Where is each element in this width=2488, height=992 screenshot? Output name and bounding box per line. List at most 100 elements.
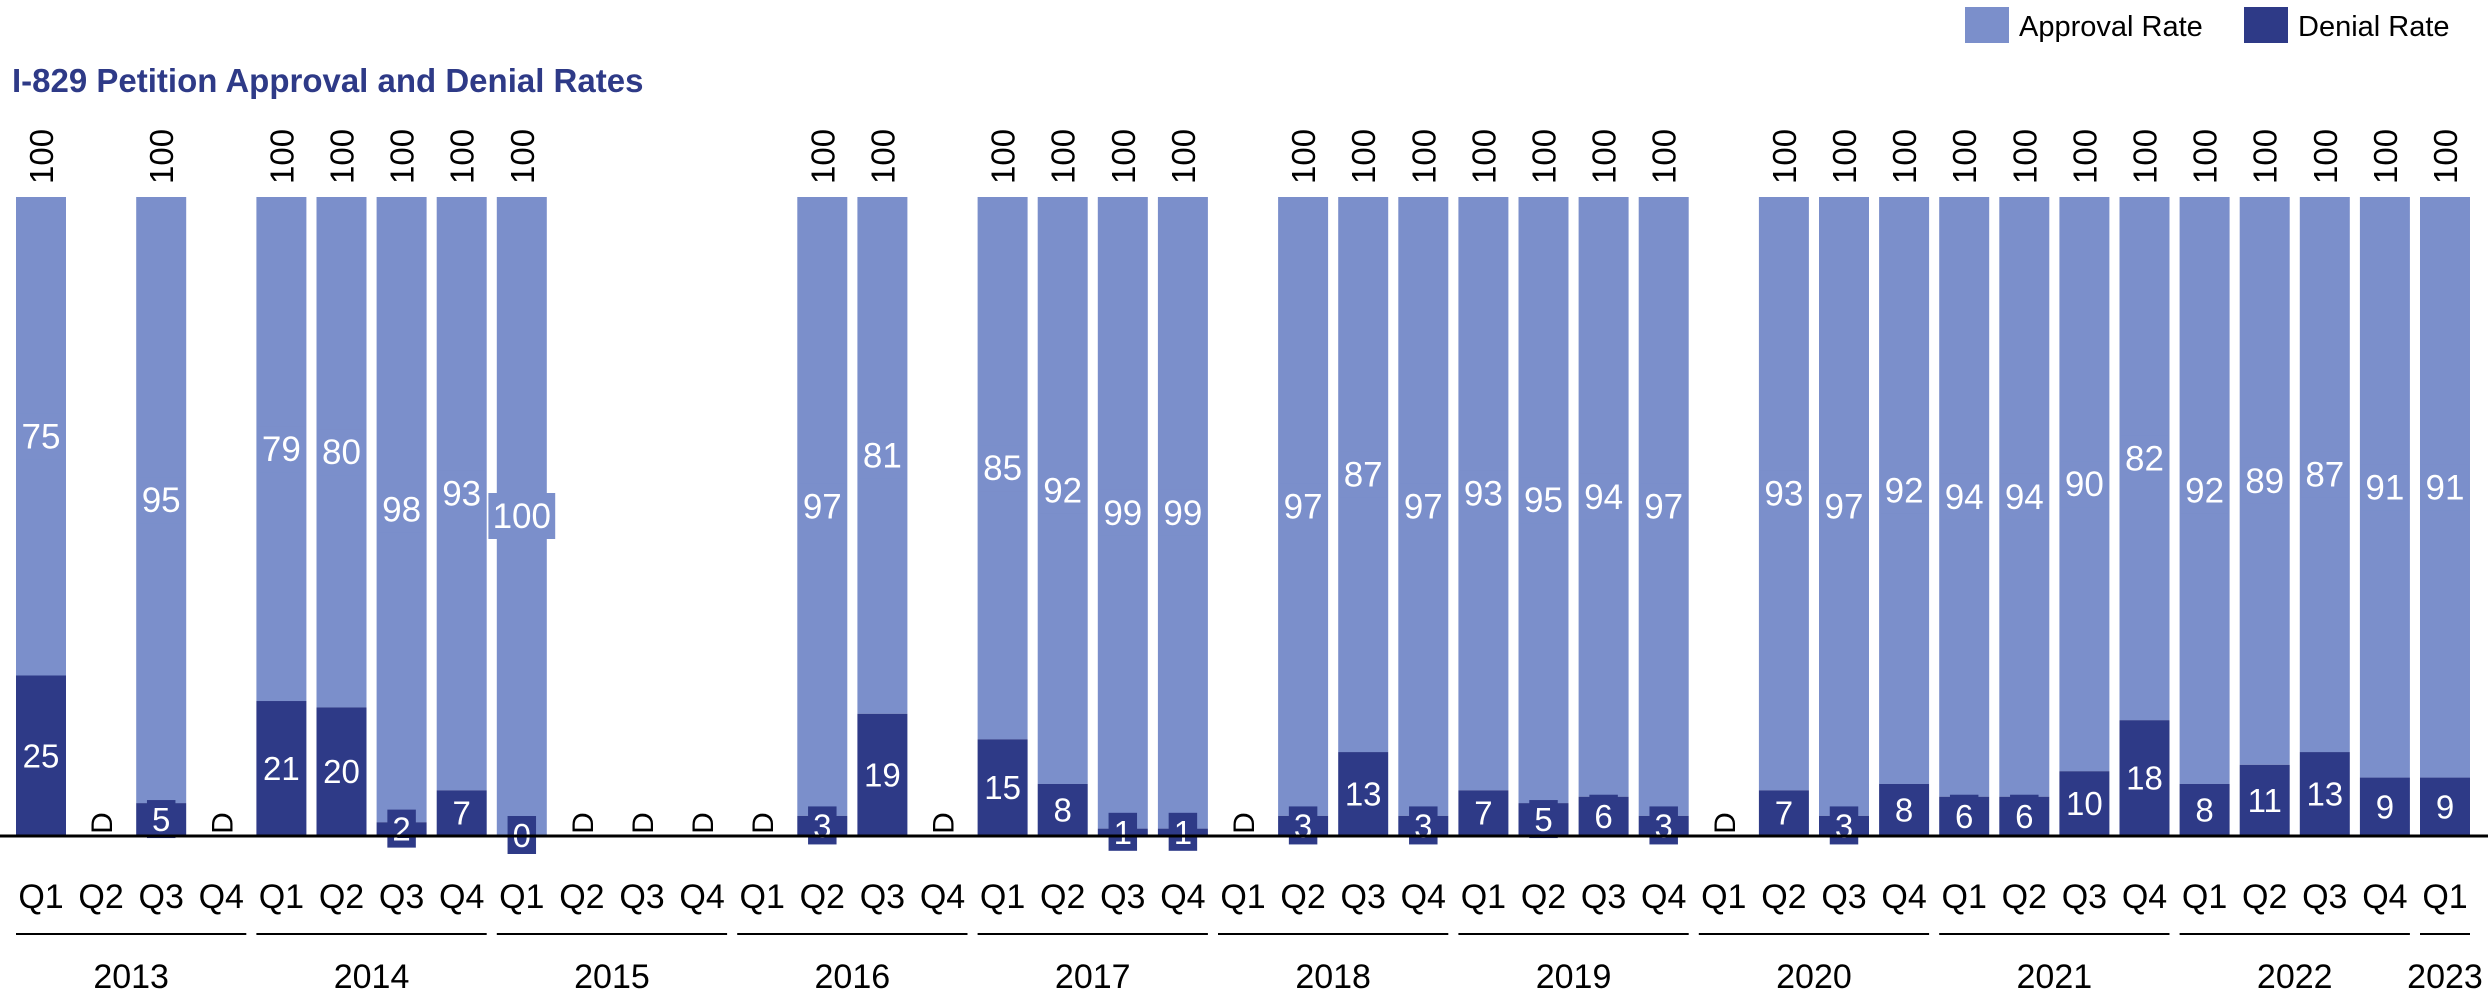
total-label: 100 <box>143 129 180 184</box>
bar-denial <box>2179 783 2230 835</box>
approval-value-label: 81 <box>863 436 902 475</box>
bar-denial <box>2299 752 2350 835</box>
approval-label-box <box>1459 470 1507 517</box>
bar-denial <box>436 790 487 835</box>
total-label: 100 <box>2427 129 2464 184</box>
bar-denial <box>316 707 367 835</box>
approval-label-box <box>1039 467 1087 514</box>
denial-value-label: 6 <box>2015 798 2033 835</box>
total-label: 100 <box>1886 129 1923 184</box>
denial-value-label: 8 <box>1895 791 1913 828</box>
bar-denial <box>977 739 1028 835</box>
denial-label-box <box>146 800 176 839</box>
approval-label-box <box>979 445 1027 492</box>
quarter-tick-label: Q4 <box>1401 878 1446 916</box>
total-label: 100 <box>804 129 841 184</box>
denial-label-box <box>1829 806 1859 845</box>
denial-label-box <box>2010 794 2039 837</box>
total-label: 100 <box>2187 129 2224 184</box>
quarter-tick-label: Q2 <box>78 878 123 916</box>
year-tick-label: 2013 <box>93 958 169 992</box>
quarter-tick-label: Q1 <box>1220 878 1265 916</box>
approval-label-box <box>1339 451 1387 498</box>
approval-label-box <box>2421 464 2469 511</box>
approval-label-box <box>2301 451 2349 498</box>
denial-value-label: 3 <box>813 807 831 844</box>
denial-value-label: 13 <box>2306 776 2343 813</box>
approval-value-label: 92 <box>1885 471 1924 510</box>
quarter-tick-label: Q1 <box>1461 878 1506 916</box>
total-label: 100 <box>1105 129 1142 184</box>
bar-denial <box>256 701 307 835</box>
approval-label-box <box>2241 457 2289 504</box>
total-label: 100 <box>263 129 300 184</box>
denial-label-box <box>1529 800 1558 839</box>
quarter-tick-label: Q2 <box>319 878 364 916</box>
total-label: 100 <box>2307 129 2344 184</box>
chart-title: I-829 Petition Approval and Denial Rates <box>12 62 643 99</box>
approval-value-label: 91 <box>2426 468 2465 507</box>
approval-value-label: 89 <box>2245 462 2284 501</box>
quarter-tick-label: Q3 <box>860 878 905 916</box>
approval-value-label: 97 <box>803 487 842 526</box>
bar-denial <box>857 713 908 835</box>
approval-value-label: 94 <box>1945 478 1984 517</box>
total-label: 100 <box>1586 129 1623 184</box>
total-label: 100 <box>1946 129 1983 184</box>
total-label: 100 <box>504 129 541 184</box>
denial-value-label: 3 <box>1835 807 1853 844</box>
bar-denial <box>1458 790 1509 835</box>
denial-value-label: 6 <box>1955 798 1973 835</box>
suppressed-label: D <box>747 812 780 834</box>
denial-label-box <box>1168 812 1198 851</box>
quarter-tick-label: Q2 <box>1040 878 1085 916</box>
total-label: 100 <box>324 129 361 184</box>
denial-value-label: 10 <box>2066 785 2103 822</box>
approval-value-label: 79 <box>262 430 301 469</box>
approval-label-box <box>1640 483 1688 530</box>
quarter-tick-label: Q1 <box>1701 878 1746 916</box>
approval-label-box <box>2181 467 2229 514</box>
total-label: 100 <box>1826 129 1863 184</box>
year-tick-label: 2019 <box>1536 958 1612 992</box>
approval-label-box <box>858 432 906 479</box>
suppressed-label: D <box>86 812 119 834</box>
denial-value-label: 21 <box>263 750 300 787</box>
approval-label-box <box>438 470 486 517</box>
quarter-tick-label: Q1 <box>740 878 785 916</box>
denial-value-label: 5 <box>152 801 170 838</box>
approval-label-box <box>137 477 185 524</box>
approval-value-label: 97 <box>1644 487 1683 526</box>
quarter-tick-label: Q4 <box>1160 878 1205 916</box>
denial-value-label: 15 <box>984 769 1021 806</box>
approval-value-label: 93 <box>1464 475 1503 514</box>
suppressed-label: D <box>928 812 961 834</box>
total-label: 100 <box>985 129 1022 184</box>
quarter-tick-label: Q3 <box>2062 878 2107 916</box>
quarter-tick-label: Q4 <box>679 878 724 916</box>
total-label: 100 <box>1405 129 1442 184</box>
quarter-tick-label: Q4 <box>439 878 484 916</box>
denial-value-label: 1 <box>1174 814 1192 851</box>
total-label: 100 <box>1646 129 1683 184</box>
approval-label-box <box>1580 473 1628 520</box>
denial-value-label: 9 <box>2376 788 2394 825</box>
approval-value-label: 90 <box>2065 465 2104 504</box>
denial-label-box <box>1589 794 1618 837</box>
approval-label-box <box>1820 483 1868 530</box>
denial-value-label: 7 <box>453 795 471 832</box>
total-label: 100 <box>2006 129 2043 184</box>
suppressed-label: D <box>687 812 720 834</box>
quarter-tick-label: Q3 <box>1100 878 1145 916</box>
year-tick-label: 2015 <box>574 958 650 992</box>
quarter-tick-label: Q1 <box>18 878 63 916</box>
quarter-tick-label: Q2 <box>1521 878 1566 916</box>
approval-value-label: 85 <box>983 449 1022 488</box>
quarter-tick-label: Q3 <box>619 878 664 916</box>
denial-value-label: 1 <box>1114 814 1132 851</box>
approval-label-box <box>2000 473 2048 520</box>
denial-value-label: 19 <box>864 756 901 793</box>
approval-value-label: 93 <box>1764 475 1803 514</box>
quarter-tick-label: Q2 <box>1280 878 1325 916</box>
quarter-tick-label: Q3 <box>379 878 424 916</box>
